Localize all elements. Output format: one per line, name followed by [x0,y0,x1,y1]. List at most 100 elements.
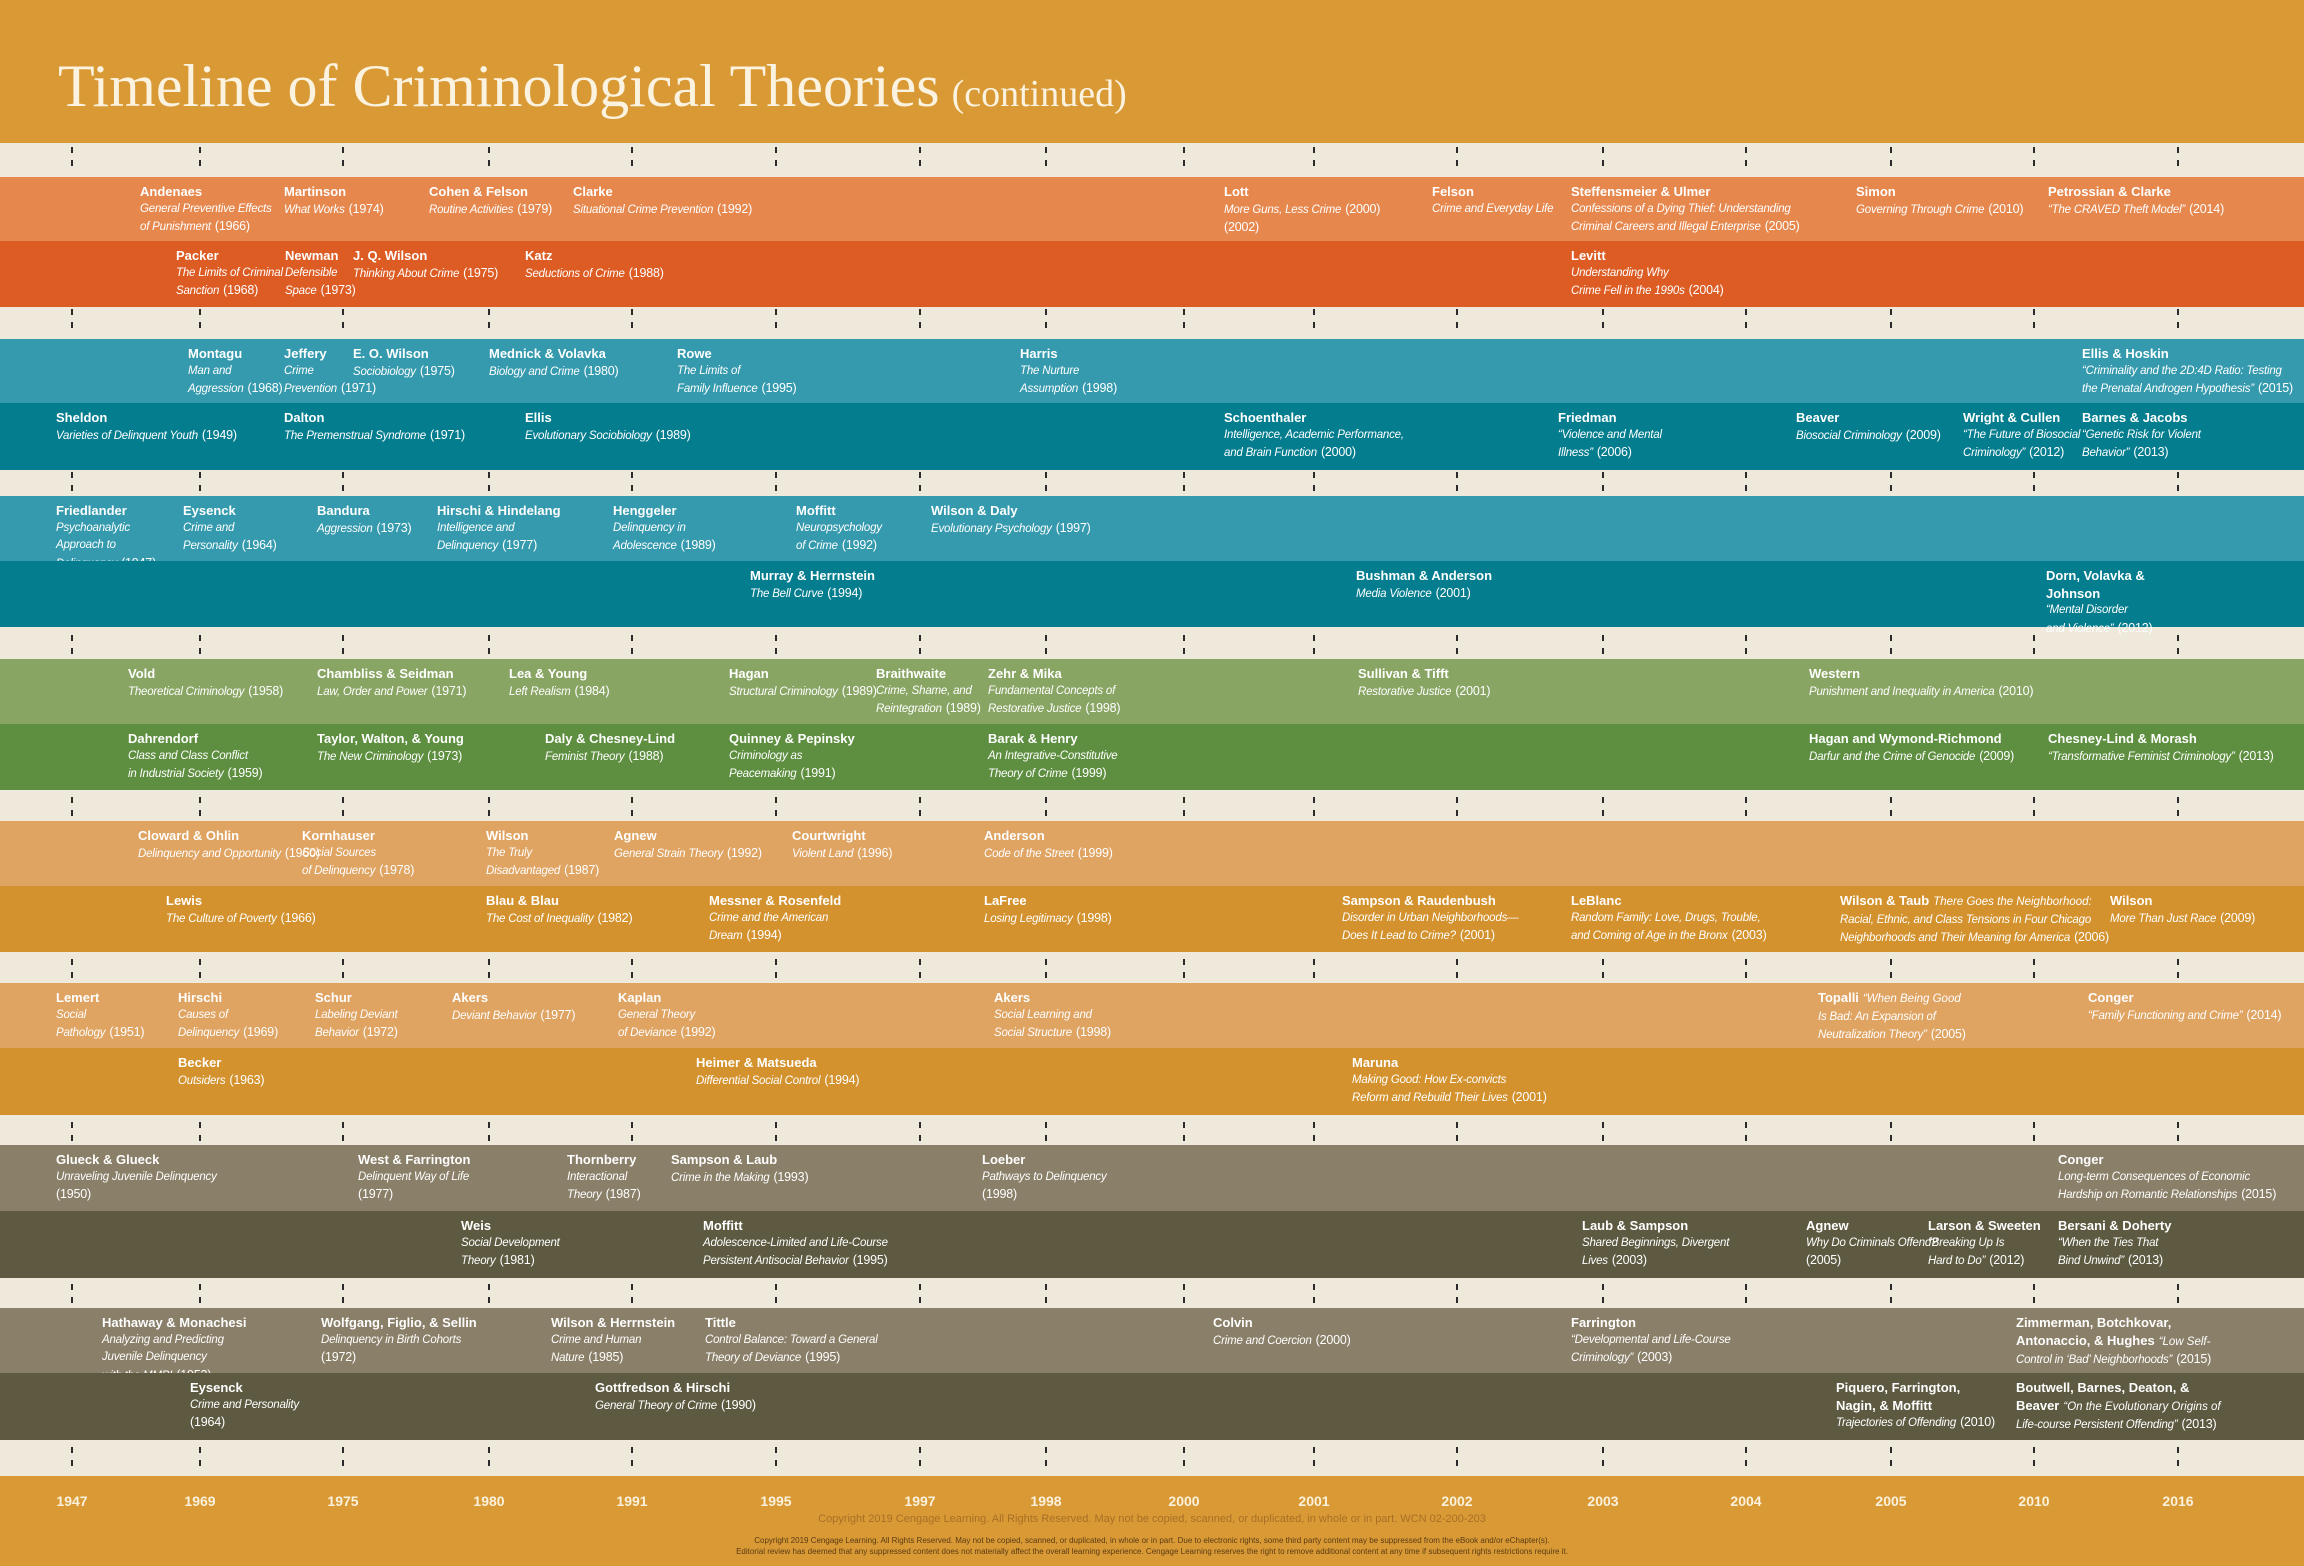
theorist-name-text: Becker [178,1055,222,1070]
work-title: The Limits of Criminal [176,265,283,283]
year-tick [488,959,490,978]
theorist-name: Agnew [1806,1217,1937,1235]
work-title-text: Illness” [1558,447,1593,459]
year-tick [199,959,201,978]
theory-band-b4: Sheldon Varieties of Delinquent Youth (194… [0,403,2304,470]
publication-year: (1989) [945,701,981,715]
publication-year: (2009) [1905,427,1941,442]
year-tick [1183,635,1185,654]
theorist-name: Lewis [166,892,316,910]
work-title-text: Differential Social Control [696,1074,821,1087]
theory-entry: Hagan Structural Criminology (1989) [729,665,877,701]
theory-entry: Dalton The Premenstrual Syndrome (1971) [284,409,465,445]
year-tick [1745,472,1747,491]
work-title: “When the Ties That [2058,1235,2171,1253]
theory-entry: Murray & Herrnstein The Bell Curve (1994) [750,567,875,603]
work-title-text: Defensible [285,266,338,279]
theory-entry: Petrossian & Clarke “The CRAVED Theft Mod… [2048,183,2224,219]
work-title-text: “Genetic Risk for Violent [2082,428,2201,441]
year-tick [1890,797,1892,816]
work-title-text: Family Influence [677,383,758,395]
year-tick [1313,1447,1315,1466]
publication-year: (1994) [746,928,782,942]
work-title-text: Psychoanalytic [56,521,130,534]
theory-entry: Ellis & Hoskin “Criminality and the 2D:4D… [2082,345,2293,399]
theorist-name-text: Hagan and Wymond-Richmond [1809,731,2002,746]
theorist-name-text: Hirschi & Hindelang [437,503,561,518]
theory-entry: Conger Long-term Consequences of Economic… [2058,1151,2276,1205]
year-tick [199,147,201,166]
theorist-name-text: Eysenck [183,503,236,518]
theorist-name: Schur [315,989,398,1007]
work-title: The Premenstrual Syndrome (1971) [284,427,465,446]
work-title-text: Nature [551,1352,585,1364]
theorist-name: Friedman [1558,409,1662,427]
work-title-text: Evolutionary Sociobiology [525,429,652,442]
work-title: of Punishment (1966) [140,218,272,237]
work-title-text: The Nurture [1020,364,1080,377]
work-title: Confessions of a Dying Thief: Understand… [1571,201,1800,219]
year-tick [2177,797,2179,816]
theorist-name: Quinney & Pepinsky [729,730,855,748]
theorist-name-text: Bersani & Doherty [2058,1218,2172,1233]
work-title-text: Thinking About Crime [353,267,460,280]
year-tick [1602,1447,1604,1466]
year-tick [1183,797,1185,816]
work-title: Assumption (1998) [1020,380,1117,399]
work-title-text: Approach to [56,539,116,551]
work-title: Restorative Justice (1998) [988,700,1120,719]
publication-year: (1951) [109,1025,145,1039]
theory-entry: West & Farrington Delinquent Way of Life (… [358,1151,470,1205]
year-tick [1045,797,1047,816]
theory-entry: Beaver Biosocial Criminology (2009) [1796,409,1941,445]
year-tick [775,309,777,328]
year-tick [2033,309,2035,328]
theorist-name-text: Sullivan & Tifft [1358,666,1449,681]
year-tick [919,147,921,166]
work-title: Analyzing and Predicting [102,1332,247,1350]
theorist-name: Chesney-Lind & Morash [2048,730,2274,748]
theorist-name-text: Felson [1432,184,1474,199]
work-title: “Genetic Risk for Violent [2082,427,2201,445]
theory-entry: Sampson & Laub Crime in the Making (1993) [671,1151,809,1187]
work-title-text: Outsiders [178,1074,226,1087]
theory-entry: Schoenthaler Intelligence, Academic Perfo… [1224,409,1404,463]
work-title-text: in Industrial Society [128,768,224,780]
year-tick [71,959,73,978]
work-title: Violent Land (1996) [792,845,892,864]
theorist-name-text: Daly & Chesney-Lind [545,731,676,746]
year-tick [2033,147,2035,166]
work-title: The New Criminology (1973) [317,748,464,767]
theorist-name-text: Boutwell, Barnes, Deaton, & [2016,1380,2190,1395]
year-tick [919,959,921,978]
year-tick [1890,635,1892,654]
year-tick [1456,635,1458,654]
work-title-text: Sociobiology [353,365,416,378]
theorist-name-text: Wilson [2110,893,2153,908]
theorist-name-text: Schoenthaler [1224,410,1307,425]
theorist-name-line2: Nagin, & Moffitt [1836,1397,1995,1415]
year-tick [1456,147,1458,166]
theorist-name-text: Loeber [982,1152,1026,1167]
year-tick [631,959,633,978]
work-title-text: Crime and Personality [190,1398,299,1411]
work-title: Illness” (2006) [1558,444,1662,463]
theorist-name: Dahrendorf [128,730,262,748]
work-title-text: Crime and Everyday Life [1432,202,1554,215]
theorist-name: Hirschi [178,989,278,1007]
theorist-name-text: Weis [461,1218,492,1233]
publication-year: (2015) [2257,381,2293,395]
work-title: Restorative Justice (2001) [1358,683,1490,702]
year-label: 2004 [1730,1493,1762,1509]
theory-band-b16: Eysenck Crime and Personality (1964) Gottfr… [0,1373,2304,1440]
theory-entry: Wolfgang, Figlio, & Sellin Delinquency in… [321,1314,477,1368]
year-label: 1995 [760,1493,792,1509]
work-title: “Breaking Up Is [1928,1235,2041,1253]
year-label: 2010 [2018,1493,2050,1509]
copyright-line-1: Copyright 2019 Cengage Learning. All Rig… [754,1536,1550,1545]
publication-year: (1958) [248,683,284,698]
theory-band-b7: Vold Theoretical Criminology (1958) Chambli… [0,659,2304,724]
work-title-text: “Breaking Up Is [1928,1236,2005,1249]
work-title: Sanction (1968) [176,282,283,301]
work-title: Disadvantaged (1987) [486,862,599,881]
